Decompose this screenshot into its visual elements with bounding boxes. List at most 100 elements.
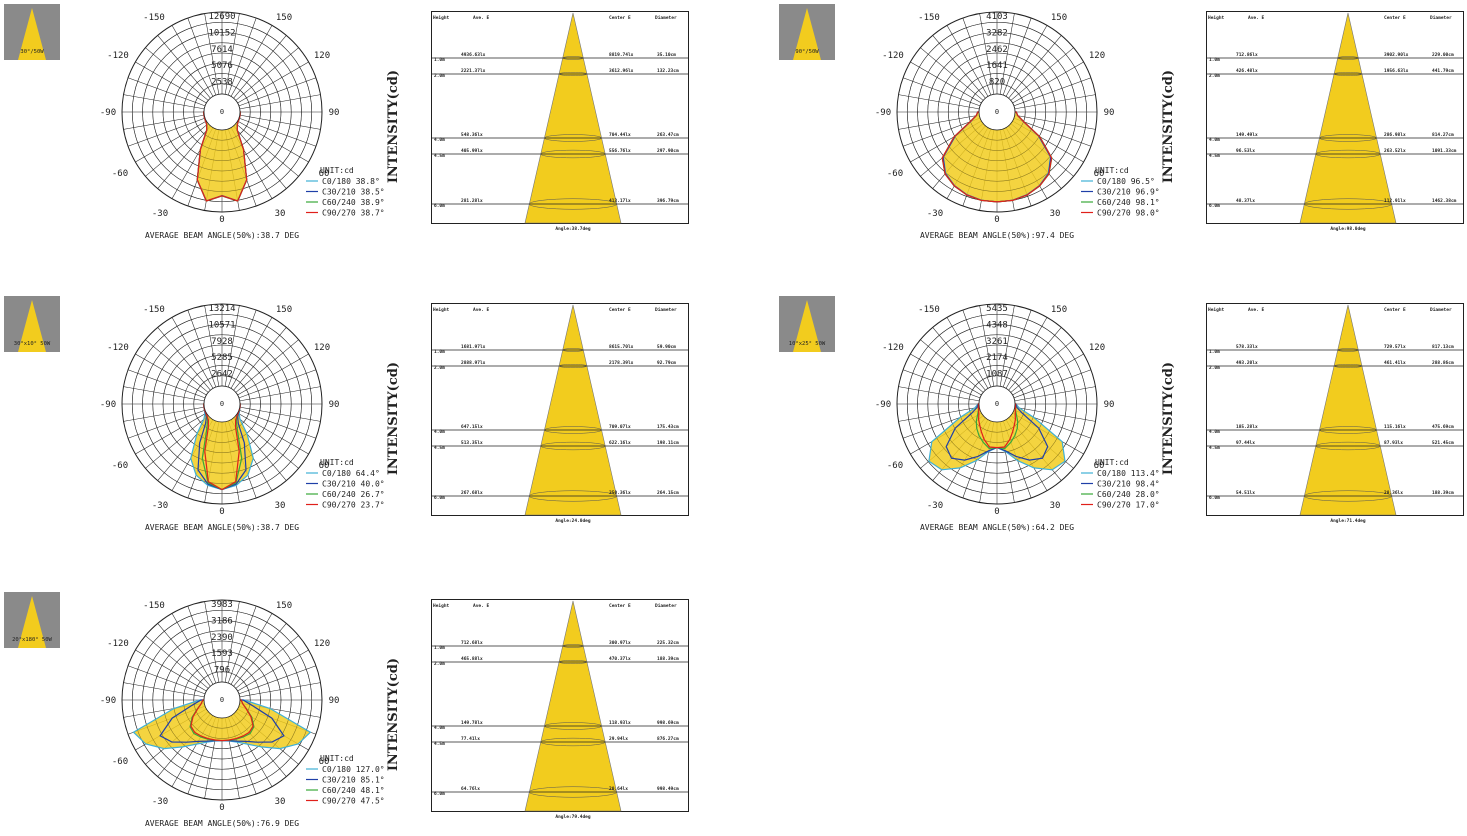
photometric-panel: 90°/50W 4103 3282 2462 1641 820 0 -150 150 -120 12… xyxy=(775,0,1467,248)
polar-angle-label: 90 xyxy=(329,400,340,410)
polar-angle-label: -30 xyxy=(152,209,168,219)
cone-angle-label: Angle:24.0deg xyxy=(555,518,591,524)
polar-angle-label: -150 xyxy=(143,305,165,315)
illuminance-cone-diagram: Height Ave. E Center E Diameter 1.0m 1681.97l… xyxy=(431,303,689,524)
polar-angle-label: -90 xyxy=(100,108,116,118)
cone-height: 4.5m xyxy=(434,741,445,747)
cone-ring xyxy=(562,56,584,60)
polar-ring-label: 2462 xyxy=(986,45,1008,55)
cone-avg-e: 281.28lx xyxy=(461,198,483,204)
legend-entry: C60/240 28.0° xyxy=(1097,490,1160,499)
polar-angle-label: -120 xyxy=(107,343,129,353)
illuminance-cone-diagram: Height Ave. E Center E Diameter 1.0m 578.33lx… xyxy=(1206,303,1464,524)
polar-angle-label: -150 xyxy=(143,601,165,611)
polar-ring-label: 7928 xyxy=(211,337,233,347)
cone-diameter: 521.45cm xyxy=(1432,440,1454,446)
cone-diameter: 264.15cm xyxy=(657,490,679,496)
cone-center-e: 115.16lx xyxy=(1384,424,1406,430)
light-cone xyxy=(524,304,622,516)
polar-ring-label: 3261 xyxy=(986,337,1008,347)
polar-angle-label: 120 xyxy=(1089,343,1105,353)
legend-unit-label: UNIT:cd xyxy=(1095,166,1129,175)
intensity-axis-label: INTENSITY(cd) xyxy=(386,70,401,184)
cone-center-e: 1956.63lx xyxy=(1384,68,1409,74)
cone-height: 4.0m xyxy=(1209,137,1220,143)
polar-ring-label: 1593 xyxy=(211,649,233,659)
intensity-axis-label: INTENSITY(cd) xyxy=(386,658,401,772)
cone-avg-e: 647.15lx xyxy=(461,424,483,430)
photometric-panel: 30°x10° 50W 13214 10571 7928 5285 2642 0 -150 15… xyxy=(0,292,700,540)
cone-height: 1.0m xyxy=(434,57,445,63)
polar-angle-label: -120 xyxy=(882,343,904,353)
polar-angle-label: 60 xyxy=(319,757,330,767)
polar-angle-label: -90 xyxy=(875,400,891,410)
cone-header: Center E xyxy=(1384,307,1406,313)
cone-header: Height xyxy=(433,307,450,313)
cone-diameter: 1462.38cm xyxy=(1432,198,1457,204)
cone-ring xyxy=(540,149,606,159)
legend-entry: C0/180 96.5° xyxy=(1097,177,1155,186)
polar-angle-label: -90 xyxy=(875,108,891,118)
polar-angle-label: 30 xyxy=(275,501,286,511)
cone-header: Center E xyxy=(609,603,631,609)
polar-angle-label: 150 xyxy=(1051,305,1067,315)
polar-angle-label: -90 xyxy=(100,400,116,410)
legend-entry: C90/270 17.0° xyxy=(1097,501,1160,510)
cone-header: Height xyxy=(433,15,450,21)
cone-ring xyxy=(1333,364,1363,368)
polar-angle-label: -120 xyxy=(107,639,129,649)
legend-unit-label: UNIT:cd xyxy=(320,458,354,467)
cone-center-e: 8819.74lx xyxy=(609,52,634,58)
polar-ring-label: 3186 xyxy=(211,616,233,626)
intensity-axis-label: INTENSITY(cd) xyxy=(386,362,401,476)
cone-ring xyxy=(562,348,584,352)
polar-ring-label: 1641 xyxy=(986,61,1008,71)
polar-intensity-chart: 5435 4348 3261 2174 1087 0 -150 150 -120 120 -90 90… xyxy=(875,303,1160,532)
cone-avg-e: 513.35lx xyxy=(461,440,483,446)
legend-entry: C90/270 38.7° xyxy=(322,209,385,218)
polar-ring-label: 5285 xyxy=(211,353,233,363)
cone-height: 4.5m xyxy=(434,153,445,159)
beam-angle-label: AVERAGE BEAM ANGLE(50%):38.7 DEG xyxy=(145,523,299,532)
illuminance-cone-diagram: Height Ave. E Center E Diameter 1.0m 712.86lx… xyxy=(1206,11,1464,232)
thumb-label: 20°x180° 50W xyxy=(12,637,52,643)
cone-center-e: 112.91lx xyxy=(1384,198,1406,204)
cone-height: 6.0m xyxy=(1209,495,1220,501)
beam-angle-label: AVERAGE BEAM ANGLE(50%):38.7 DEG xyxy=(145,231,299,240)
cone-ring xyxy=(558,72,588,76)
cone-diameter: 396.79cm xyxy=(657,198,679,204)
polar-angle-label: -120 xyxy=(882,51,904,61)
polar-angle-label: 90 xyxy=(1104,400,1115,410)
cone-header: Center E xyxy=(609,307,631,313)
polar-angle-label: 120 xyxy=(1089,51,1105,61)
beam-thumbnail-icon: 90°/50W xyxy=(779,4,835,60)
cone-ring xyxy=(1319,134,1377,142)
cone-diameter: 998.49cm xyxy=(657,786,679,792)
cone-height: 1.0m xyxy=(1209,57,1220,63)
cone-avg-e: 185.28lx xyxy=(1236,424,1258,430)
cone-header: Ave. E xyxy=(473,603,490,609)
legend-entry: C90/270 47.5° xyxy=(322,797,385,806)
beam-angle-label: AVERAGE BEAM ANGLE(50%):76.9 DEG xyxy=(145,819,299,828)
beam-angle-label: AVERAGE BEAM ANGLE(50%):64.2 DEG xyxy=(920,523,1074,532)
cone-height: 2.0m xyxy=(1209,365,1220,371)
cone-center-e: 8615.70lx xyxy=(609,344,634,350)
intensity-axis-label: INTENSITY(cd) xyxy=(1161,70,1176,184)
cone-diameter: 998.69cm xyxy=(657,720,679,726)
cone-header: Ave. E xyxy=(473,307,490,313)
polar-ring-label: 4348 xyxy=(986,320,1008,330)
cone-header: Ave. E xyxy=(473,15,490,21)
beam-thumbnail-icon: 30°/50W xyxy=(4,4,60,60)
cone-diameter: 188.39cm xyxy=(1432,490,1454,496)
cone-ring xyxy=(540,737,606,747)
legend-entry: C30/210 85.1° xyxy=(322,776,385,785)
polar-angle-label: -60 xyxy=(887,169,903,179)
cone-diameter: 198.11cm xyxy=(657,440,679,446)
polar-intensity-chart: 3983 3186 2390 1593 796 0 -150 150 -120 120 -90 90 -… xyxy=(100,599,385,828)
polar-angle-label: 60 xyxy=(319,169,330,179)
polar-angle-label: -150 xyxy=(918,13,940,23)
polar-angle-label: 150 xyxy=(276,13,292,23)
cone-center-e: 704.44lx xyxy=(609,132,631,138)
polar-ring-label: 4103 xyxy=(986,12,1008,22)
legend-unit-label: UNIT:cd xyxy=(320,166,354,175)
